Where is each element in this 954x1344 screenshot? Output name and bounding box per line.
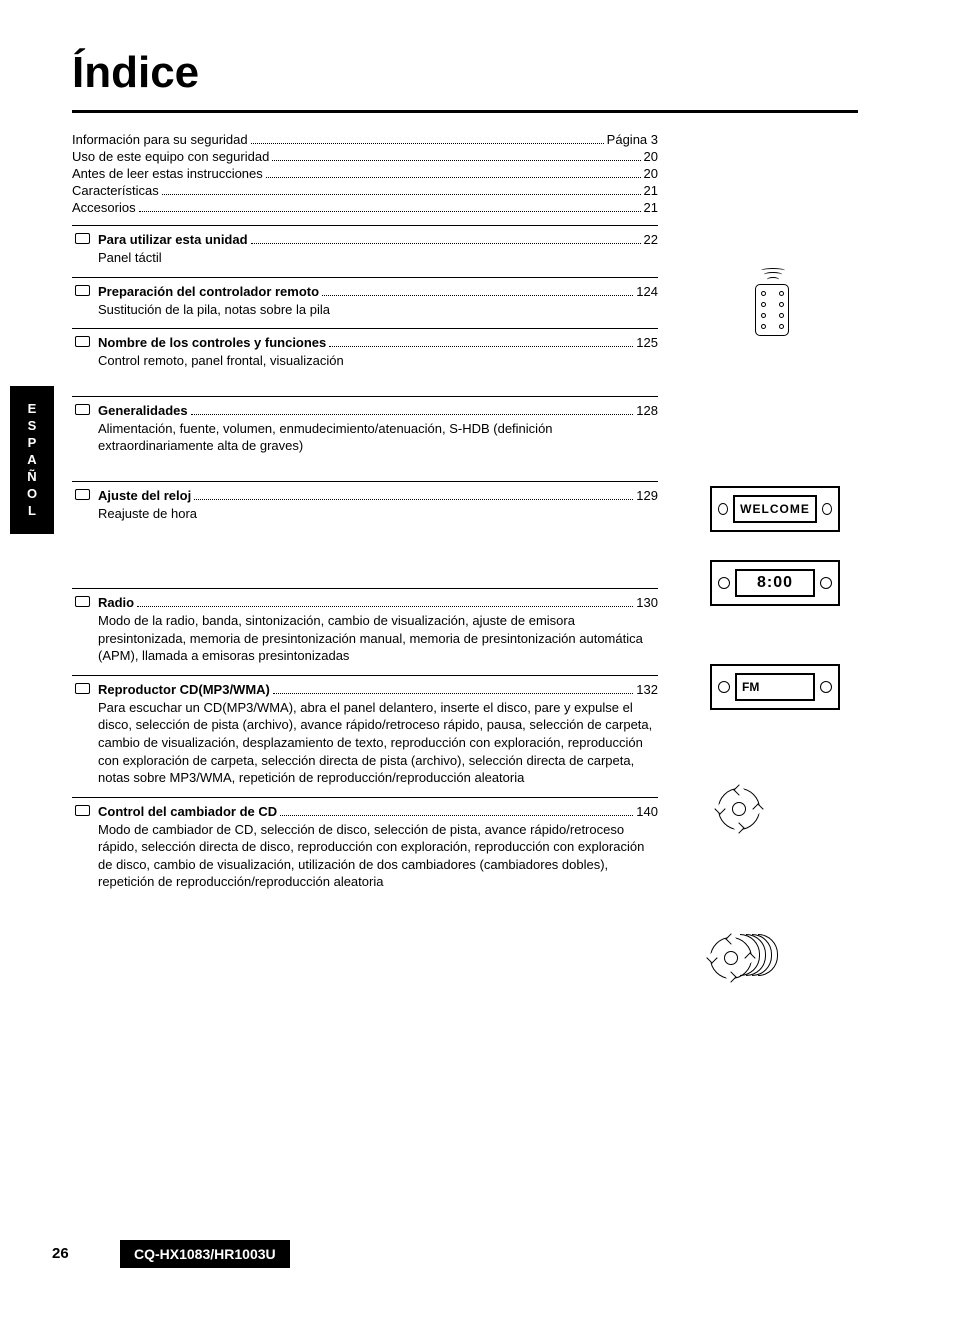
toc-dots [194, 488, 633, 500]
toc-line: Reproductor CD(MP3/WMA) 132 [72, 682, 658, 697]
toc-label: Nombre de los controles y funciones [98, 335, 326, 350]
toc-label: Accesorios [72, 200, 136, 215]
toc-page: 20 [644, 149, 658, 164]
toc-line: Antes de leer estas instrucciones 20 [72, 166, 658, 181]
toc-section: Control del cambiador de CD 140 Modo de ca… [72, 797, 658, 891]
toc-label: Ajuste del reloj [98, 488, 191, 503]
section-bullet-icon [76, 597, 89, 606]
toc-dots [280, 804, 633, 816]
toc-section: Reproductor CD(MP3/WMA) 132 Para escuchar … [72, 675, 658, 787]
toc-line: Nombre de los controles y funciones 125 [72, 335, 658, 350]
toc-line: Radio 130 [72, 595, 658, 610]
toc-page: 130 [636, 595, 658, 610]
toc-section: Para utilizar esta unidad 22 Panel táctil [72, 225, 658, 267]
section-bullet-icon [76, 806, 89, 815]
toc-dots [273, 682, 633, 694]
page-title: Índice [72, 48, 199, 98]
toc-label: Uso de este equipo con seguridad [72, 149, 269, 164]
section-bullet-icon [76, 234, 89, 243]
toc-dots [329, 335, 633, 347]
section-bullet-icon [76, 286, 89, 295]
toc-page: 20 [644, 166, 658, 181]
toc-sub: Modo de la radio, banda, sintonización, … [98, 612, 658, 665]
toc-label: Características [72, 183, 159, 198]
cd-icon [718, 788, 760, 830]
toc-sub: Alimentación, fuente, volumen, enmudecim… [98, 420, 658, 455]
toc-line: Generalidades 128 [72, 403, 658, 418]
display-clock-text: 8:00 [735, 569, 815, 597]
toc-sub: Reajuste de hora [98, 505, 658, 523]
title-rule [72, 110, 858, 113]
toc-line: Características 21 [72, 183, 658, 198]
toc-page: 124 [636, 284, 658, 299]
toc-dots [266, 166, 641, 178]
toc-label: Control del cambiador de CD [98, 804, 277, 819]
toc-page: 125 [636, 335, 658, 350]
remote-icon [755, 270, 795, 338]
toc-page: 129 [636, 488, 658, 503]
toc-line: Preparación del controlador remoto 124 [72, 284, 658, 299]
display-welcome-text: WELCOME [733, 495, 817, 523]
page-number: 26 [52, 1245, 69, 1262]
illustrations-column: WELCOME 8:00 FM [710, 270, 890, 1029]
toc-line: Información para su seguridad Página 3 [72, 132, 658, 147]
toc-sub: Control remoto, panel frontal, visualiza… [98, 352, 658, 370]
display-welcome: WELCOME [710, 486, 840, 532]
toc-dots [322, 284, 633, 296]
toc-dots [251, 132, 604, 144]
section-bullet-icon [76, 684, 89, 693]
section-bullet-icon [76, 490, 89, 499]
toc-line: Control del cambiador de CD 140 [72, 804, 658, 819]
toc-page: 21 [644, 183, 658, 198]
section-bullet-icon [76, 405, 89, 414]
toc-sub: Sustitución de la pila, notas sobre la p… [98, 301, 658, 319]
toc-section: Generalidades 128 Alimentación, fuente, vo… [72, 396, 658, 455]
toc-sub: Modo de cambiador de CD, selección de di… [98, 821, 658, 891]
cd-changer-icon [710, 934, 890, 981]
toc-page: 22 [644, 232, 658, 247]
toc-label: Reproductor CD(MP3/WMA) [98, 682, 270, 697]
toc-page: 21 [644, 200, 658, 215]
toc-section: Nombre de los controles y funciones 125 Co… [72, 328, 658, 370]
toc-line: Para utilizar esta unidad 22 [72, 232, 658, 247]
toc-section: Ajuste del reloj 129 Reajuste de hora [72, 481, 658, 523]
toc-label: Preparación del controlador remoto [98, 284, 319, 299]
toc-label: Información para su seguridad [72, 132, 248, 147]
toc-label: Generalidades [98, 403, 188, 418]
toc-page: 128 [636, 403, 658, 418]
toc-sub: Para escuchar un CD(MP3/WMA), abra el pa… [98, 699, 658, 787]
display-clock: 8:00 [710, 560, 840, 606]
toc-line: Uso de este equipo con seguridad 20 [72, 149, 658, 164]
toc-page: Página 3 [607, 132, 658, 147]
toc-label: Radio [98, 595, 134, 610]
toc-label: Antes de leer estas instrucciones [72, 166, 263, 181]
toc-line: Ajuste del reloj 129 [72, 488, 658, 503]
toc-dots [137, 596, 633, 608]
toc-sub: Panel táctil [98, 249, 658, 267]
toc-page: 132 [636, 682, 658, 697]
toc-dots [162, 183, 641, 195]
toc-section: Preparación del controlador remoto 124 Sus… [72, 277, 658, 319]
toc-page: 140 [636, 804, 658, 819]
language-tab: ESPAÑOL [10, 386, 54, 534]
display-radio-text: FM [735, 673, 815, 701]
section-bullet-icon [76, 337, 89, 346]
toc-section: Radio 130 Modo de la radio, banda, sintoni… [72, 588, 658, 665]
toc-dots [139, 200, 641, 212]
toc-dots [251, 232, 641, 244]
model-box: CQ-HX1083/HR1003U [120, 1240, 290, 1268]
toc-label: Para utilizar esta unidad [98, 232, 248, 247]
toc-dots [191, 403, 634, 415]
toc-dots [272, 149, 640, 161]
display-radio: FM [710, 664, 840, 710]
toc-content: Información para su seguridad Página 3 Uso… [72, 132, 658, 891]
toc-line: Accesorios 21 [72, 200, 658, 215]
